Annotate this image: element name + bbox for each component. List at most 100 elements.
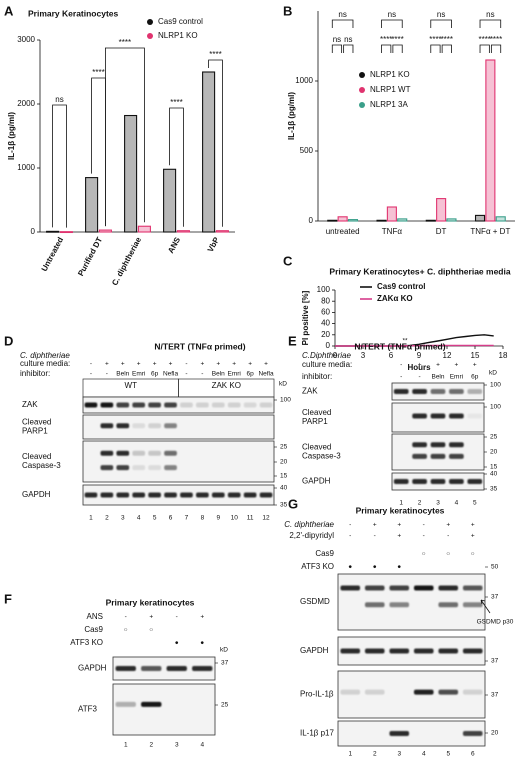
blot-band <box>430 413 446 419</box>
lane-condition: + <box>471 522 475 529</box>
kd-label: 37 <box>491 692 499 699</box>
kd-label: 20 <box>280 459 288 466</box>
condition-label: ANS <box>87 612 103 621</box>
x-tick-label: Purified DT <box>76 236 104 278</box>
blot-strip <box>337 670 486 719</box>
blot-band <box>462 602 483 608</box>
lane-condition: - <box>106 371 108 378</box>
blot-band <box>211 492 225 498</box>
legend-marker <box>147 33 153 39</box>
blot-band <box>389 648 410 654</box>
lane-number: 4 <box>422 751 426 758</box>
blot-band <box>413 689 434 695</box>
condition-label: inhibitor: <box>302 372 332 381</box>
annotation-arrow <box>480 599 491 614</box>
band-annotation: GSDMD p30 <box>477 619 514 626</box>
lane-number: 5 <box>446 751 450 758</box>
y-tick-label: 0 <box>31 227 36 236</box>
kd-label: 35 <box>490 486 498 493</box>
kd-label: 15 <box>490 464 498 471</box>
bar <box>397 218 408 222</box>
condition-label: C. diphtheriae <box>284 520 334 529</box>
blot-band <box>100 465 114 471</box>
blot-band <box>412 479 427 484</box>
lane-number: 5 <box>153 515 157 522</box>
blot-band <box>364 648 385 654</box>
blot-band <box>467 389 483 394</box>
lane-number: 12 <box>262 515 270 522</box>
blot-band <box>449 389 464 394</box>
bar <box>495 216 506 222</box>
lane-number: 3 <box>121 515 125 522</box>
lane-condition: ○ <box>446 551 450 558</box>
kd-label: 100 <box>280 397 291 404</box>
bar <box>376 219 387 222</box>
blot-band <box>148 492 161 498</box>
blot-band <box>227 402 241 408</box>
blot-band <box>116 450 130 456</box>
blot-band <box>196 402 209 408</box>
blot-band <box>438 602 459 608</box>
lane-condition: + <box>455 362 459 369</box>
blot-band <box>412 442 427 448</box>
lane-condition: + <box>216 361 220 368</box>
lane-number: 1 <box>124 742 128 749</box>
blot-band <box>192 666 213 671</box>
kd-label: 40 <box>490 471 498 478</box>
blot-strip <box>112 656 216 681</box>
blot-band <box>364 585 385 591</box>
band-label: ZAK <box>22 400 38 409</box>
x-tick-label: 3 <box>361 351 366 360</box>
band-label: GSDMD <box>300 597 330 606</box>
bar <box>327 219 338 222</box>
y-axis-label: PI positive [%] <box>301 290 310 345</box>
blot-band <box>116 465 130 471</box>
blot-title: Primary keratinocytes <box>106 597 195 607</box>
lane-condition: - <box>185 361 187 368</box>
lane-condition: ● <box>200 640 204 647</box>
blot-strip <box>112 683 216 736</box>
lane-number: 2 <box>105 515 109 522</box>
blot-band <box>132 450 146 456</box>
lane-number: 1 <box>399 500 403 507</box>
lane-condition: - <box>185 371 187 378</box>
band-label: GAPDH <box>302 477 331 486</box>
lane-condition: + <box>149 614 153 621</box>
legend-label: Cas9 control <box>377 282 425 291</box>
blot-band <box>462 648 483 654</box>
lane-number: 10 <box>231 515 239 522</box>
significance-label: **** <box>391 35 403 44</box>
bar <box>46 230 60 233</box>
lane-condition: - <box>125 614 127 621</box>
legend-marker <box>359 102 365 108</box>
blot-band <box>100 402 114 408</box>
blot-band <box>164 423 177 429</box>
significance-bracket <box>52 104 67 228</box>
y-tick-label: 80 <box>321 296 330 305</box>
x-tick-label: C. diphtheriae <box>110 235 143 287</box>
lane-condition: + <box>397 533 401 540</box>
blot-band <box>211 402 225 408</box>
x-tick-label: 15 <box>471 351 480 360</box>
significance-bracket <box>169 107 184 227</box>
significance-label: **** <box>429 35 441 44</box>
panel-letter: D <box>4 333 13 348</box>
lane-number: 11 <box>247 515 254 522</box>
significance-bracket <box>479 44 490 53</box>
lane-condition: + <box>373 522 377 529</box>
lane-number: 2 <box>373 751 377 758</box>
bar <box>436 198 447 222</box>
blot-band <box>393 479 409 484</box>
lane-number: 4 <box>200 742 204 749</box>
lane-number: 3 <box>397 751 401 758</box>
legend-label: NLRP1 WT <box>370 85 411 94</box>
kd-unit: kD <box>220 647 228 654</box>
blot-title: Primary keratinocytes <box>356 505 445 515</box>
x-tick-label: Untreated <box>40 236 66 273</box>
series-line <box>335 344 494 347</box>
lane-condition: + <box>436 362 440 369</box>
blot-band <box>132 423 146 429</box>
y-tick-label: 1000 <box>295 76 313 85</box>
significance-bracket <box>343 44 354 53</box>
significance-label: ns <box>333 35 341 44</box>
